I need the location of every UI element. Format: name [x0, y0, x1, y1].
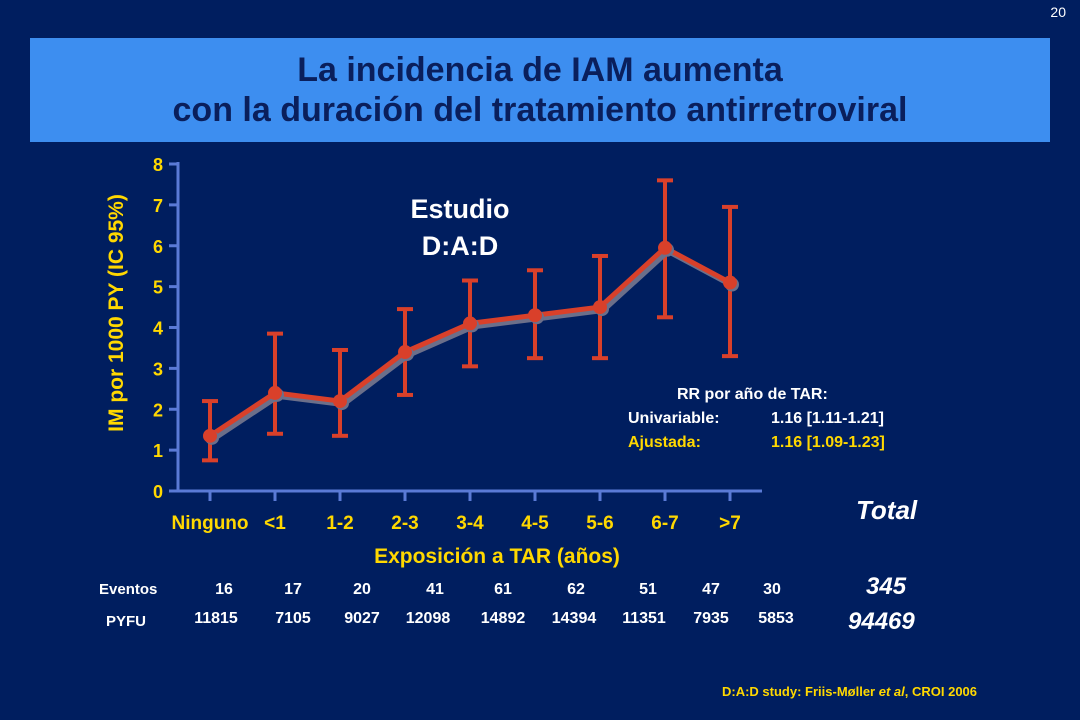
eventos-row-label: Eventos: [99, 581, 158, 598]
pyfu-cell: 5853: [758, 610, 794, 627]
total-eventos: 345: [866, 573, 907, 600]
chart-marks: [202, 178, 739, 463]
eventos-cell: 47: [702, 581, 720, 598]
error-bar: [332, 347, 348, 438]
eventos-cell: 41: [426, 581, 444, 598]
study-annotation-line-2: D:A:D: [422, 231, 498, 261]
chart-axes: 0 1 2 3 4 5 6 7 8 Ninguno <1 1-2 2-3 3-4 4-5 5-6 6-7 >7: [153, 155, 762, 534]
pyfu-cell: 14892: [480, 610, 526, 627]
title-line-2: con la duración del tratamiento antirret…: [172, 91, 908, 129]
y-tick-label: 2: [153, 400, 163, 420]
pyfu-cell: 7935: [693, 610, 729, 627]
total-pyfu: 94469: [848, 608, 915, 635]
total-label: Total: [856, 495, 918, 525]
eventos-cell: 20: [353, 581, 371, 598]
data-point: [268, 385, 282, 400]
citation: D:A:D study: Friis-Møller et al, CROI 20…: [722, 684, 977, 699]
y-tick-label: 1: [153, 441, 163, 461]
eventos-cell: 62: [567, 581, 585, 598]
x-tick-label: 2-3: [391, 513, 418, 534]
y-tick-label: 7: [153, 196, 163, 216]
pyfu-cell: 9027: [344, 610, 380, 627]
eventos-cell: 30: [763, 581, 781, 598]
x-tick-label: >7: [719, 513, 741, 534]
data-point: [333, 394, 347, 409]
data-point: [463, 316, 477, 331]
y-tick-label: 8: [153, 155, 163, 175]
rr-univariable-value: 1.16 [1.11-1.21]: [771, 410, 884, 427]
rr-adjusted-label: Ajustada:: [628, 434, 701, 451]
rr-univariable-label: Univariable:: [628, 410, 720, 427]
slide-number: 20: [1050, 4, 1066, 20]
pyfu-cell: 11815: [194, 610, 238, 627]
error-bar: [267, 331, 283, 436]
pyfu-cell: 14394: [551, 610, 597, 627]
pyfu-cell: 7105: [275, 610, 311, 627]
x-tick-label: 1-2: [326, 513, 353, 534]
rr-heading: RR por año de TAR:: [677, 386, 828, 403]
title-bar: La incidencia de IAM aumenta con la dura…: [30, 38, 1050, 142]
y-tick-label: 0: [153, 482, 163, 502]
eventos-cell: 51: [639, 581, 657, 598]
study-annotation-line-1: Estudio: [411, 194, 510, 224]
citation-italic: et al: [878, 684, 905, 699]
pyfu-cell: 11351: [622, 610, 666, 627]
citation-prefix: D:A:D study: Friis-Møller: [722, 684, 879, 699]
data-point: [593, 300, 607, 315]
y-tick-label: 4: [153, 319, 163, 339]
data-point: [658, 240, 672, 255]
pyfu-row-label: PYFU: [106, 613, 147, 630]
x-axis-label: Exposición a TAR (años): [374, 545, 620, 568]
x-tick-label: 3-4: [456, 513, 484, 534]
eventos-cell: 61: [494, 581, 512, 598]
data-point: [528, 308, 542, 323]
x-tick-label: 4-5: [521, 513, 549, 534]
data-point: [203, 428, 217, 443]
y-tick-label: 5: [153, 278, 163, 298]
eventos-cell: 17: [284, 581, 302, 598]
citation-suffix: , CROI 2006: [904, 684, 978, 699]
title-line-1: La incidencia de IAM aumenta: [297, 51, 783, 89]
y-tick-label: 3: [153, 359, 163, 379]
data-point: [723, 275, 737, 290]
rr-adjusted-value: 1.16 [1.09-1.23]: [771, 434, 885, 451]
x-tick-label: 5-6: [586, 513, 613, 534]
x-tick-label: 6-7: [651, 513, 678, 534]
y-tick-label: 6: [153, 237, 163, 257]
pyfu-cell: 12098: [405, 610, 451, 627]
x-tick-label: Ninguno: [171, 513, 248, 534]
x-tick-label: <1: [264, 513, 286, 534]
y-axis-label: IM por 1000 PY (IC 95%): [105, 194, 128, 432]
data-point: [398, 345, 412, 360]
eventos-cell: 16: [215, 581, 233, 598]
